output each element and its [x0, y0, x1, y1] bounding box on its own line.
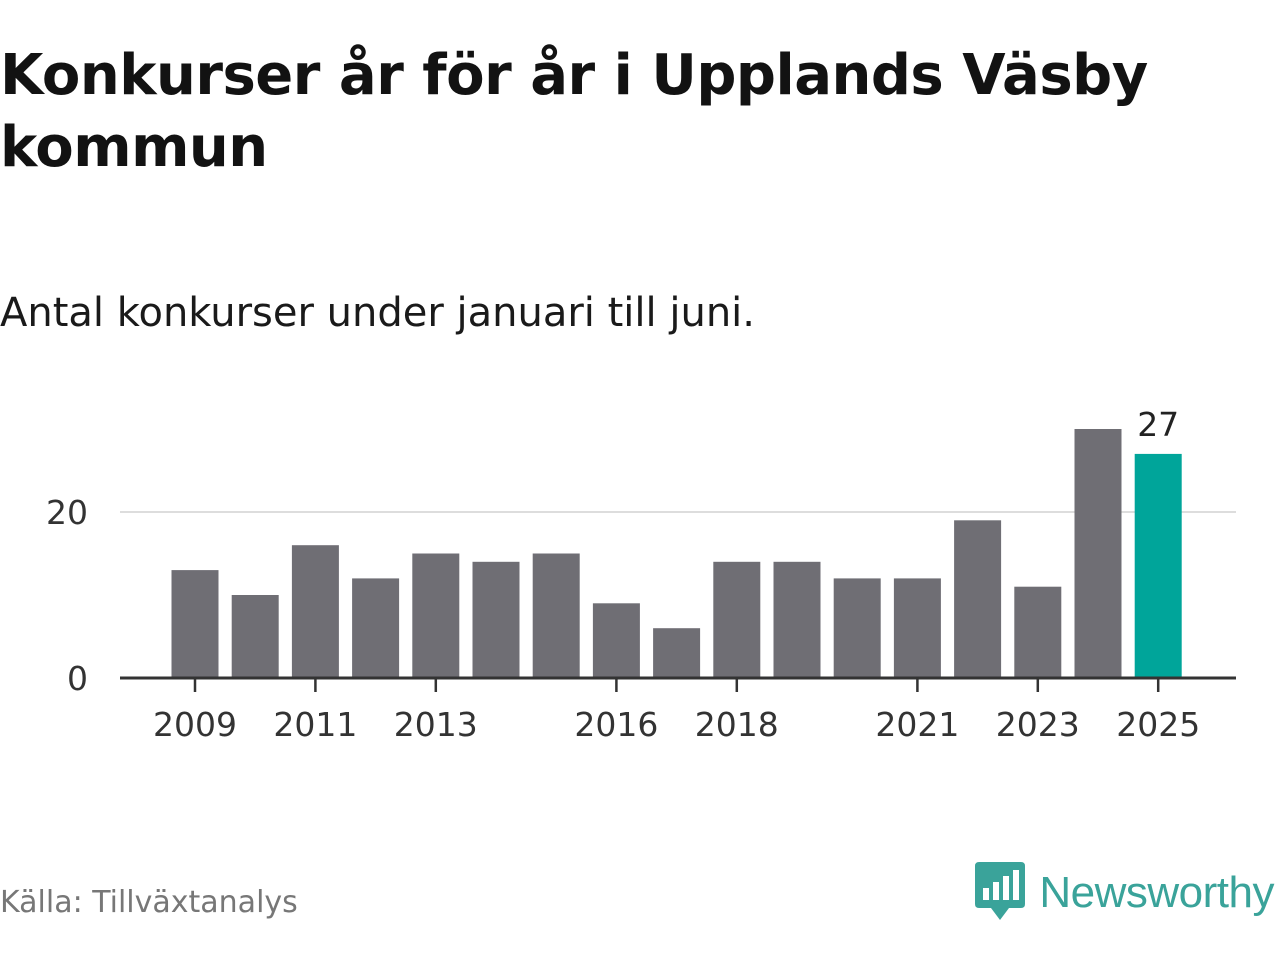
bar-2022 — [954, 520, 1002, 678]
x-tick-label-2025: 2025 — [1116, 705, 1200, 744]
brand-name: Newsworthy — [1039, 868, 1274, 917]
x-tick-label-2021: 2021 — [875, 705, 959, 744]
bar-2011 — [291, 545, 339, 678]
newsworthy-logo-icon — [975, 862, 1026, 920]
bar-2021 — [893, 578, 941, 678]
bar-2024 — [1074, 429, 1122, 678]
source-note: Källa: Tillväxtanalys — [0, 885, 298, 920]
bar-2012 — [352, 578, 400, 678]
bar-2023 — [1014, 586, 1062, 678]
bar-2019 — [773, 561, 821, 678]
bar-2017 — [653, 628, 701, 678]
data-label-2025: 27 — [1137, 405, 1179, 444]
x-tick-label-2013: 2013 — [394, 705, 478, 744]
brand-logo: Newsworthy — [975, 862, 1274, 924]
bar-2020 — [833, 578, 881, 678]
x-tick-label-2011: 2011 — [273, 705, 357, 744]
bar-2018 — [713, 561, 761, 678]
chart-title: Konkurser år för år i Upplands Väsby kom… — [0, 43, 1148, 180]
x-tick-label-2009: 2009 — [153, 705, 237, 744]
y-tick-label-0: 0 — [67, 659, 88, 698]
bar-2014 — [472, 561, 520, 678]
bar-2013 — [412, 553, 460, 678]
x-tick-label-2016: 2016 — [574, 705, 658, 744]
bar-2015 — [532, 553, 580, 678]
x-tick-label-2023: 2023 — [996, 705, 1080, 744]
bar-2025 — [1134, 453, 1182, 678]
bar-2009 — [171, 570, 219, 678]
bar-2016 — [592, 603, 640, 678]
y-tick-label-20: 20 — [46, 493, 88, 532]
x-tick-label-2018: 2018 — [695, 705, 779, 744]
bar-chart: 0 20 2009 2011 2013 2016 2018 2021 2023 2025 27 — [46, 405, 1236, 744]
chart-subtitle: Antal konkurser under januari till juni. — [0, 290, 755, 336]
bar-2010 — [231, 595, 279, 678]
